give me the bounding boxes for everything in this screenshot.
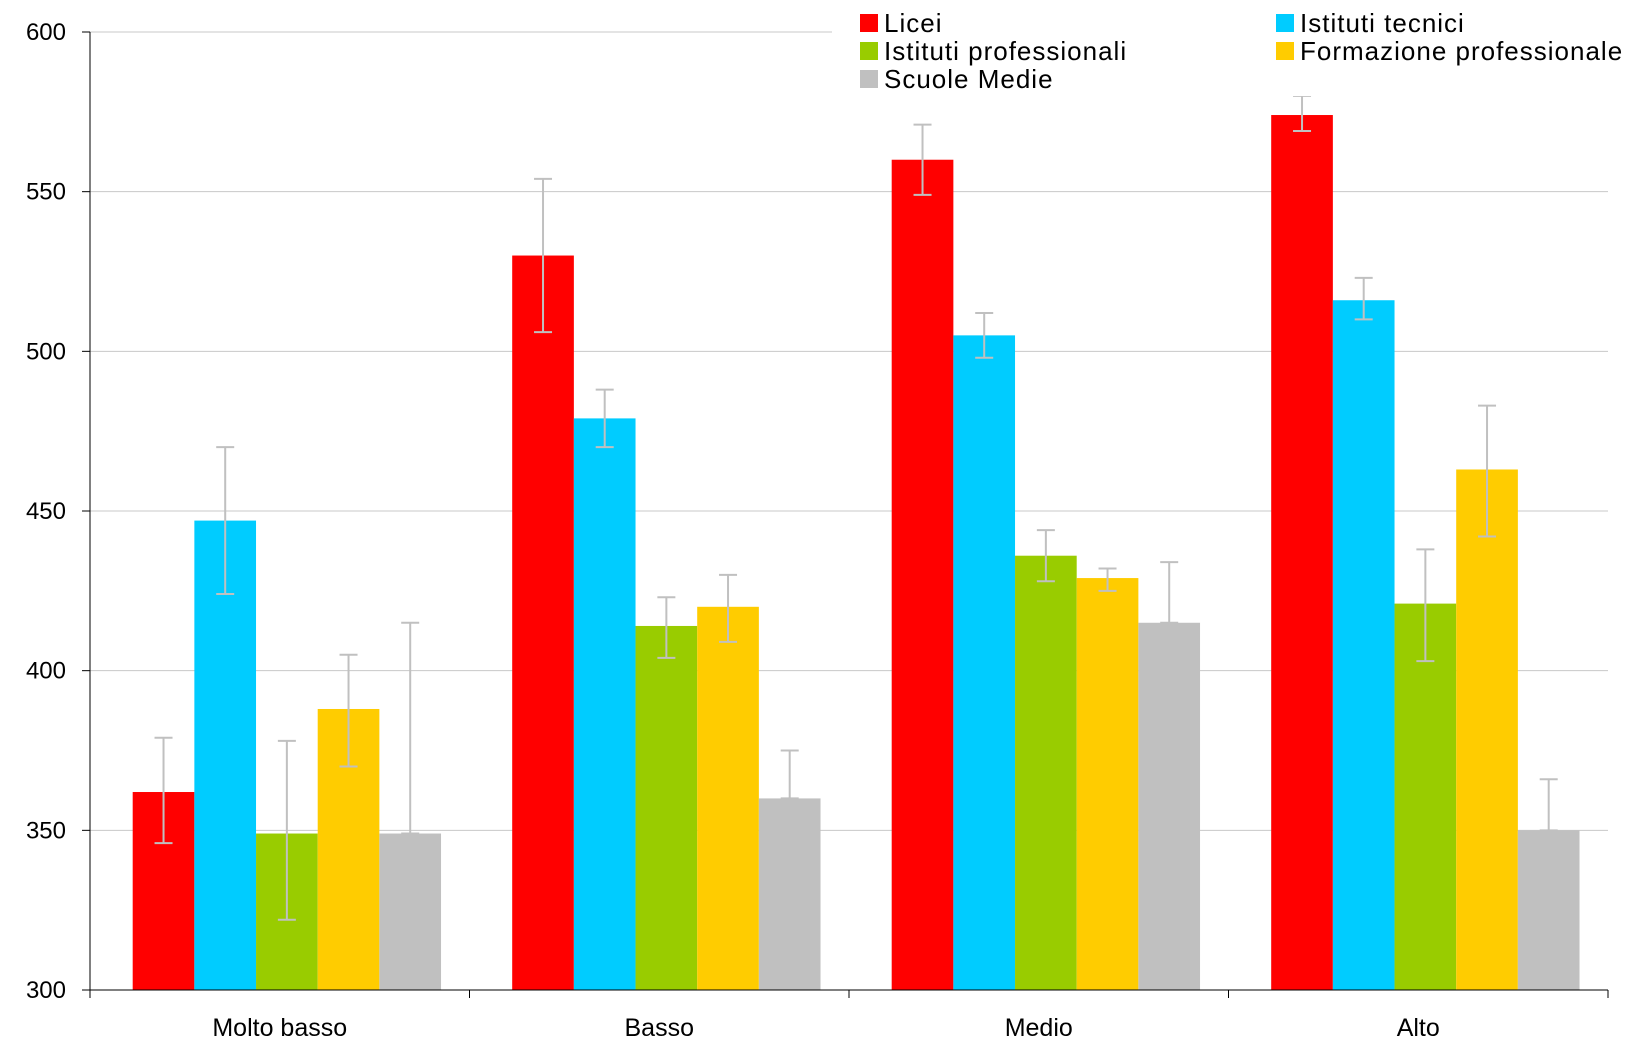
x-tick-label: Molto basso: [212, 1014, 347, 1042]
legend-label: Scuole Medie: [884, 64, 1054, 94]
bar: [635, 625, 698, 990]
bar: [1332, 300, 1395, 990]
bar: [1076, 578, 1139, 990]
bar: [512, 255, 574, 991]
legend-swatch: [860, 14, 878, 32]
legend-swatch: [1276, 42, 1294, 60]
y-axis: 300 350 400 450 500 550 600: [26, 19, 91, 1004]
bar: [891, 159, 954, 990]
legend: Licei Istituti tecnici Istituti profession…: [832, 6, 1648, 96]
legend-swatch: [1276, 14, 1294, 32]
bar: [1517, 830, 1580, 990]
bar: [1456, 469, 1518, 990]
bar: [573, 418, 636, 991]
bar: [1394, 603, 1457, 990]
legend-swatch: [860, 42, 878, 60]
y-tick-label: 550: [26, 179, 66, 206]
y-tick-label: 400: [26, 658, 66, 685]
y-tick-label: 350: [26, 817, 66, 844]
x-tick-label: Basso: [625, 1014, 694, 1042]
bar: [697, 606, 759, 990]
bars: [132, 115, 1580, 991]
bar: [953, 335, 1016, 990]
legend-label: Istituti tecnici: [1300, 8, 1465, 38]
bar: [379, 833, 442, 990]
y-tick-label: 300: [26, 977, 66, 1004]
bar: [1271, 115, 1333, 990]
legend-label: Licei: [884, 8, 942, 38]
bar: [1015, 555, 1077, 990]
bar: [758, 798, 821, 990]
legend-label: Istituti professionali: [884, 36, 1127, 66]
legend-swatch: [860, 70, 878, 88]
bar: [1138, 622, 1201, 990]
legend-background: [832, 6, 1648, 96]
x-axis: Molto basso Basso Medio Alto: [89, 989, 1609, 1042]
error-bars: [154, 94, 1558, 921]
legend-label: Formazione professionale: [1300, 36, 1623, 66]
y-tick-label: 600: [26, 19, 66, 46]
x-tick-label: Medio: [1005, 1014, 1073, 1042]
x-tick-label: Alto: [1397, 1014, 1440, 1042]
y-tick-label: 450: [26, 498, 66, 525]
bar: [194, 520, 257, 990]
y-tick-label: 500: [26, 338, 66, 365]
